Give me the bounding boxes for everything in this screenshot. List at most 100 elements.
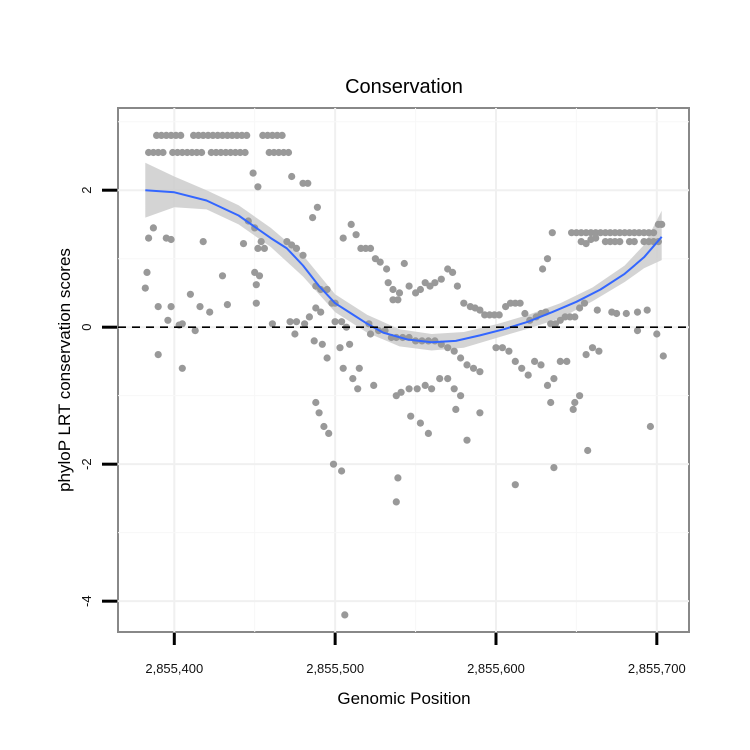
data-point <box>424 429 432 437</box>
data-point <box>569 405 577 413</box>
data-point <box>622 309 630 318</box>
data-point <box>159 148 167 157</box>
data-point <box>320 422 328 431</box>
data-point <box>355 364 363 372</box>
y-tick-label: -4 <box>79 595 94 607</box>
data-point <box>310 337 318 345</box>
x-axis: 2,855,400 2,855,500 2,855,600 2,855,700 <box>145 633 686 676</box>
y-axis: -4 -2 0 2 <box>79 187 117 607</box>
data-point <box>593 306 601 314</box>
data-point <box>563 357 571 365</box>
data-point <box>437 275 445 283</box>
data-point <box>444 344 452 352</box>
data-point <box>325 429 333 437</box>
data-point <box>286 318 294 326</box>
data-point <box>495 311 503 319</box>
data-point <box>395 289 404 297</box>
data-point <box>370 381 378 389</box>
data-point <box>305 313 313 321</box>
data-point <box>450 347 458 355</box>
data-point <box>646 422 655 431</box>
data-point <box>299 251 307 259</box>
data-point <box>463 361 471 369</box>
data-point <box>252 299 260 307</box>
data-point <box>254 244 262 252</box>
data-point <box>141 284 149 292</box>
data-point <box>268 320 276 328</box>
data-point <box>199 238 207 246</box>
data-point <box>339 234 347 242</box>
data-point <box>659 352 667 360</box>
data-point <box>592 234 600 242</box>
data-point <box>318 340 326 348</box>
data-point <box>257 238 265 246</box>
data-point <box>452 405 460 413</box>
data-point <box>613 309 621 318</box>
data-point <box>278 131 286 139</box>
data-point <box>457 354 465 362</box>
data-point <box>392 498 400 506</box>
data-point <box>650 229 658 237</box>
data-point <box>511 481 519 489</box>
data-point <box>498 344 506 352</box>
data-point <box>177 131 185 139</box>
data-point <box>550 375 558 383</box>
data-point <box>449 268 457 276</box>
data-point <box>143 268 151 276</box>
data-point <box>428 385 436 393</box>
data-point <box>223 301 231 309</box>
data-point <box>384 279 392 287</box>
data-point <box>394 474 402 482</box>
data-point <box>154 303 162 311</box>
data-point <box>178 364 186 372</box>
y-tick-label: 0 <box>79 324 94 331</box>
data-point <box>476 368 484 376</box>
data-point <box>576 304 584 312</box>
data-point <box>317 285 325 294</box>
data-point <box>389 285 397 294</box>
data-point <box>658 220 666 228</box>
data-point <box>339 364 347 372</box>
data-point <box>543 255 552 263</box>
data-point <box>469 364 478 372</box>
data-point <box>595 347 603 355</box>
data-point <box>186 290 194 298</box>
data-point <box>313 203 321 211</box>
data-point <box>243 131 251 139</box>
data-point <box>633 308 642 316</box>
data-point <box>531 357 539 365</box>
data-point <box>255 272 264 280</box>
data-point <box>329 460 338 468</box>
data-point <box>338 318 346 326</box>
data-point <box>421 381 429 389</box>
data-point <box>241 148 249 157</box>
data-point <box>400 259 408 268</box>
data-point <box>376 258 384 266</box>
data-point <box>288 172 296 181</box>
data-point <box>178 320 186 328</box>
data-point <box>492 344 500 352</box>
data-point <box>588 344 597 352</box>
data-point <box>206 308 214 316</box>
data-point <box>346 340 354 348</box>
data-point <box>463 436 471 444</box>
smooth-line <box>145 189 663 344</box>
data-point <box>331 318 339 326</box>
data-point <box>291 330 299 338</box>
data-point <box>405 385 413 393</box>
data-point <box>643 306 651 314</box>
data-point <box>539 265 547 273</box>
data-point <box>198 148 206 157</box>
data-point <box>460 299 468 307</box>
data-point <box>383 265 391 273</box>
data-point <box>416 419 424 427</box>
data-point <box>516 299 524 307</box>
data-point <box>521 309 529 318</box>
data-point <box>431 279 439 287</box>
plot-panel <box>117 107 690 633</box>
data-point <box>576 392 584 400</box>
data-point <box>218 272 227 280</box>
data-point <box>312 398 320 407</box>
y-axis-label: phyloP LRT conservation scores <box>55 248 74 492</box>
data-point <box>582 240 590 248</box>
